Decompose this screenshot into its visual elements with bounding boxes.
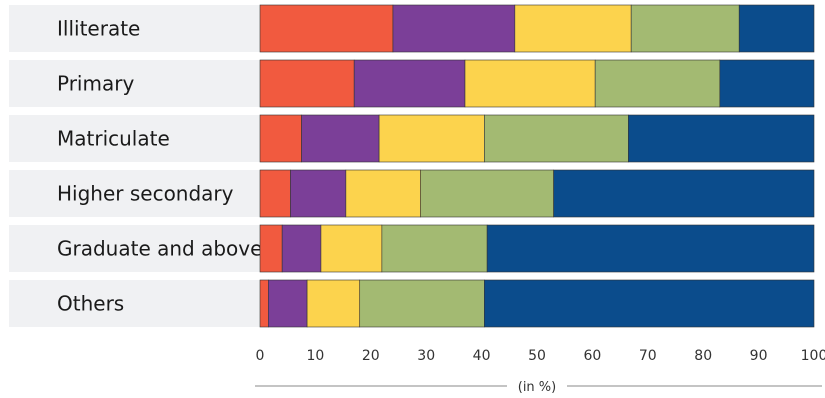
category-label: Matriculate	[57, 127, 170, 151]
bar-segment	[259, 4, 394, 53]
x-tick-label: 10	[306, 348, 324, 364]
x-tick-label: 90	[750, 348, 768, 364]
bar-segment	[738, 4, 815, 53]
category-band	[9, 170, 260, 217]
bar-segment	[486, 224, 815, 273]
bar-segment	[381, 224, 488, 273]
category-label: Illiterate	[57, 17, 140, 41]
bar-segment	[378, 114, 485, 163]
bar-segment	[259, 114, 302, 163]
category-band	[9, 60, 260, 107]
bar-segment	[420, 169, 554, 218]
x-tick-label: 100	[801, 348, 825, 364]
bar-segment	[514, 4, 632, 53]
bar-segment	[281, 224, 322, 273]
x-axis-title: (in %)	[518, 380, 556, 395]
bar-segment	[259, 169, 291, 218]
x-tick-label: 0	[256, 348, 265, 364]
bar-segment	[719, 59, 815, 108]
bar-segment	[259, 224, 283, 273]
category-label: Others	[57, 292, 124, 316]
x-tick-label: 50	[528, 348, 546, 364]
bar-segment	[392, 4, 516, 53]
bar-segment	[628, 114, 815, 163]
x-tick-label: 80	[694, 348, 712, 364]
x-tick-label: 70	[639, 348, 657, 364]
bar-segment	[594, 59, 721, 108]
bar-segment	[553, 169, 815, 218]
bar-segment	[484, 114, 629, 163]
x-tick-label: 30	[417, 348, 435, 364]
category-band	[9, 280, 260, 327]
bar-segment	[259, 59, 355, 108]
bar-segment	[464, 59, 596, 108]
bar-segment	[306, 279, 361, 328]
category-labels: Illiterate Primary Matriculate Higher secon…	[57, 17, 262, 316]
bar-segment	[345, 169, 421, 218]
bar-segment	[268, 279, 308, 328]
bar-segment	[353, 59, 466, 108]
bar-segment	[290, 169, 347, 218]
bar-segment	[630, 4, 740, 53]
category-label: Higher secondary	[57, 182, 234, 206]
x-tick-label: 20	[362, 348, 380, 364]
bar-segment	[301, 114, 380, 163]
category-band	[9, 225, 260, 272]
category-band	[9, 5, 260, 52]
bar-segments	[259, 4, 815, 328]
x-axis-title-group: (in %)	[255, 380, 822, 395]
category-bands	[9, 5, 260, 327]
category-band	[9, 115, 260, 162]
bar-segment	[320, 224, 383, 273]
bar-segment	[484, 279, 815, 328]
bar-segment	[259, 279, 269, 328]
category-label: Graduate and above	[57, 237, 262, 261]
x-axis: 0 10 20 30 40 50 60 70 80 90 100	[256, 348, 825, 364]
category-label: Primary	[57, 72, 134, 96]
x-tick-label: 40	[473, 348, 491, 364]
x-tick-label: 60	[583, 348, 601, 364]
bar-segment	[359, 279, 485, 328]
